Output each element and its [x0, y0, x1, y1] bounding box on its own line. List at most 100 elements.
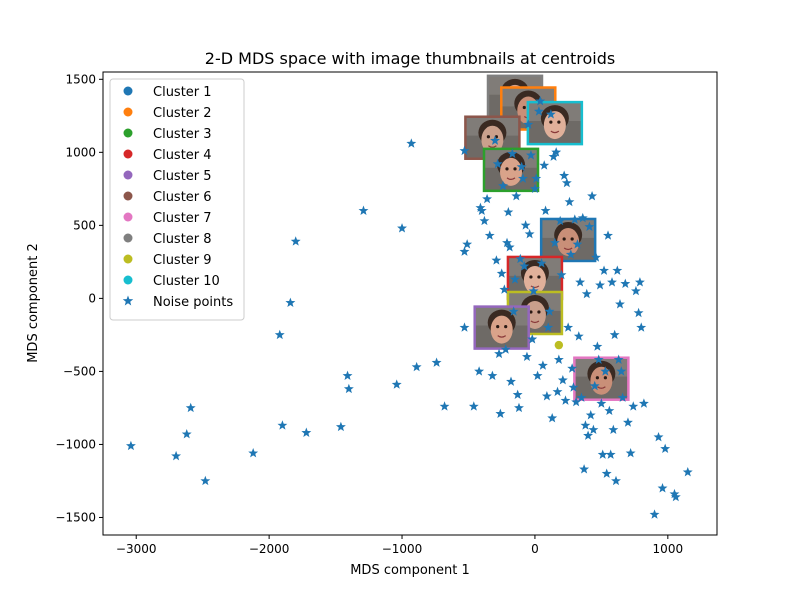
legend-label: Cluster 3: [153, 127, 212, 142]
noise-point: [653, 431, 664, 442]
noise-point: [613, 354, 624, 364]
noise-point: [609, 329, 620, 340]
noise-point: [591, 252, 602, 262]
noise-point: [547, 412, 558, 423]
noise-point: [657, 483, 668, 493]
legend-label: Cluster 1: [153, 85, 212, 100]
y-tick-label: −1000: [55, 437, 96, 451]
legend-marker: [123, 149, 133, 159]
noise-point: [625, 448, 636, 458]
noise-point: [397, 223, 407, 233]
noise-point: [495, 408, 506, 418]
noise-point: [491, 255, 502, 265]
legend-marker: [123, 212, 133, 222]
chart-title: 2-D MDS space with image thumbnails at c…: [205, 49, 615, 68]
noise-point: [494, 348, 504, 359]
y-axis-label: MDS component 2: [26, 243, 41, 363]
noise-point: [391, 379, 402, 389]
y-tick-label: 1000: [65, 145, 96, 159]
legend-label: Cluster 2: [153, 106, 212, 121]
noise-point: [524, 228, 535, 239]
x-tick-label: −1000: [382, 542, 423, 556]
thumbnails-layer: [464, 74, 630, 401]
thumbnail-image: [573, 356, 630, 401]
noise-point: [612, 265, 623, 275]
noise-point: [490, 135, 500, 145]
noise-point: [335, 421, 346, 432]
noise-point: [343, 383, 354, 394]
legend-box: [109, 78, 245, 321]
noise-point: [608, 424, 619, 435]
y-tick-label: 0: [88, 291, 96, 305]
noise-point: [596, 398, 607, 408]
noise-point: [459, 145, 470, 156]
legend-marker: [123, 254, 133, 264]
noise-point: [620, 278, 631, 288]
noise-point: [523, 119, 534, 129]
noise-point: [536, 258, 547, 268]
noise-point: [552, 386, 563, 397]
noise-point: [539, 160, 550, 170]
noise-point: [476, 205, 487, 215]
noise-point: [589, 380, 600, 391]
noise-point: [545, 109, 556, 119]
noise-point: [503, 207, 514, 217]
noise-point: [290, 236, 301, 246]
noise-point: [529, 183, 540, 194]
noise-point: [597, 449, 608, 459]
y-tick-label: 500: [73, 218, 96, 232]
noise-point: [584, 221, 595, 232]
noise-point: [568, 382, 579, 392]
legend-marker: [123, 128, 133, 138]
cluster-point: [554, 340, 564, 350]
noise-point: [638, 398, 649, 408]
noise-point: [616, 366, 627, 376]
noise-point: [487, 370, 498, 380]
noise-point: [406, 138, 417, 148]
noise-point: [563, 322, 574, 332]
noise-point: [479, 215, 490, 226]
noise-point: [185, 402, 196, 413]
noise-point: [499, 284, 510, 294]
noise-point: [593, 354, 604, 364]
noise-point: [462, 239, 473, 249]
noise-point: [498, 180, 508, 191]
noise-point: [474, 366, 485, 376]
legend-label: Cluster 10: [153, 274, 220, 289]
noise-point: [439, 401, 450, 411]
noise-point: [516, 161, 527, 172]
noise-point: [572, 239, 583, 249]
noise-point: [500, 344, 511, 354]
x-axis-label: MDS component 1: [350, 563, 470, 578]
y-axis: −1500 −1000 −500 0 500 1000 1500: [55, 72, 103, 524]
noise-point: [544, 306, 555, 316]
noise-point: [459, 322, 470, 332]
legend-label: Cluster 6: [153, 190, 212, 205]
noise-point: [525, 150, 536, 160]
noise-point: [579, 464, 590, 474]
plot-frame: [102, 71, 718, 536]
noise-point: [587, 190, 598, 201]
noise-point: [559, 170, 570, 180]
noise-point: [540, 205, 551, 215]
noise-point: [468, 401, 479, 411]
noise-point: [560, 395, 571, 405]
y-tick-label: −1500: [55, 510, 96, 524]
noise-point: [475, 202, 486, 213]
noise-point: [595, 280, 605, 290]
noise-point: [502, 237, 512, 248]
noise-point: [522, 351, 532, 362]
noise-point: [342, 370, 353, 380]
noise-point: [553, 354, 564, 364]
legend: Cluster 1 Cluster 2 Cluster 3 Cluster 4 Clus…: [109, 78, 245, 321]
legend-marker: [123, 170, 133, 180]
noise-point: [506, 376, 516, 386]
noise-point: [592, 341, 603, 351]
legend-marker: [123, 233, 133, 243]
noise-point: [634, 277, 645, 287]
noise-point: [512, 389, 523, 399]
noise-point: [543, 322, 554, 332]
noise-point: [628, 401, 639, 411]
noise-point: [601, 468, 612, 478]
noise-point: [581, 288, 592, 299]
